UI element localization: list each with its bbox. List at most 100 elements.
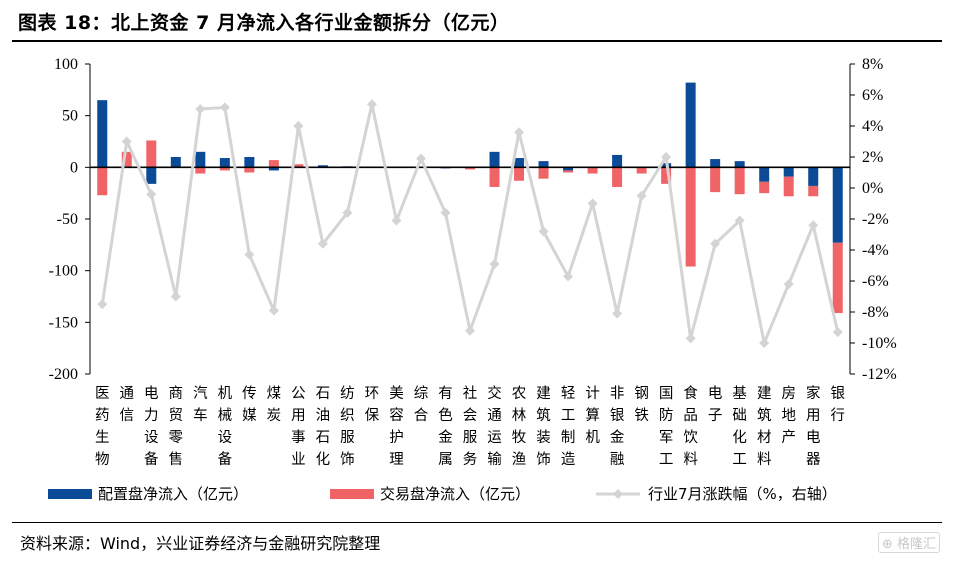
category-label: 有色金属 — [438, 385, 453, 468]
line-point-marker — [832, 327, 843, 338]
category-label: 综合 — [414, 385, 429, 424]
legend-label-config: 配置盘净流入（亿元） — [98, 485, 248, 503]
line-point-marker — [538, 226, 549, 237]
line-point-marker — [195, 103, 206, 114]
bar-config-inflow — [146, 167, 157, 184]
category-label: 石油石化 — [316, 386, 331, 468]
category-label: 非银金融 — [610, 385, 625, 468]
category-label: 美容护理 — [389, 385, 404, 468]
category-label: 轻工制造 — [561, 385, 576, 468]
category-label: 国防军工 — [659, 386, 674, 468]
right-tick-label: 2% — [862, 149, 883, 166]
category-label: 计算机 — [585, 385, 600, 446]
line-point-marker — [366, 99, 377, 110]
bar-trading-inflow — [685, 167, 696, 267]
bar-config-inflow — [734, 161, 745, 168]
line-point-marker — [391, 215, 402, 226]
bar-trading-inflow — [195, 167, 206, 174]
title-divider — [12, 40, 942, 42]
bar-config-inflow — [832, 167, 843, 243]
line-point-marker — [587, 198, 598, 209]
line-point-marker — [219, 102, 230, 113]
left-tick-label: 50 — [62, 108, 78, 125]
bar-config-inflow — [612, 154, 623, 168]
category-label: 汽车 — [193, 385, 208, 424]
bar-config-inflow — [244, 157, 255, 168]
line-point-marker — [465, 325, 475, 336]
left-tick-label: 0 — [70, 159, 78, 176]
line-point-marker — [808, 220, 819, 231]
bar-config-inflow — [783, 167, 794, 177]
line-point-marker — [563, 271, 574, 282]
bar-trading-inflow — [268, 160, 279, 168]
bar-trading-inflow — [219, 167, 230, 171]
bar-series-group — [97, 82, 843, 314]
category-label: 银行 — [830, 385, 845, 424]
line-point-marker — [317, 238, 328, 249]
bar-trading-inflow — [636, 167, 647, 174]
line-point-marker — [342, 207, 353, 218]
bar-config-inflow — [219, 158, 230, 168]
bar-trading-inflow — [244, 167, 255, 173]
right-tick-label: -8% — [862, 304, 889, 321]
category-label: 电力设备 — [144, 385, 159, 468]
right-tick-label: 0% — [862, 180, 883, 197]
category-label: 纺织服饰 — [340, 385, 355, 468]
left-tick-label: -50 — [57, 211, 78, 228]
bar-trading-inflow — [710, 167, 721, 193]
bar-config-inflow — [170, 157, 181, 168]
category-label: 钢铁 — [634, 385, 649, 424]
bar-trading-inflow — [146, 140, 157, 168]
right-tick-label: -10% — [862, 335, 897, 352]
bar-config-inflow — [97, 100, 108, 168]
bar-trading-inflow — [563, 170, 574, 173]
bar-config-inflow — [195, 151, 206, 168]
category-label: 建筑材料 — [757, 385, 772, 468]
bar-trading-inflow — [734, 167, 745, 195]
line-point-marker — [734, 215, 745, 226]
category-label: 通信 — [120, 385, 135, 424]
category-label: 传媒 — [242, 385, 257, 424]
bar-config-inflow — [514, 158, 525, 168]
bar-trading-inflow — [538, 167, 549, 179]
category-label: 交通运输 — [487, 384, 502, 468]
source-note: 资料来源：Wind，兴业证券经济与金融研究院整理 — [20, 534, 381, 553]
bar-trading-inflow — [97, 167, 108, 196]
category-label: 公用事业 — [291, 386, 306, 468]
legend-swatch-trading — [330, 489, 374, 499]
bar-config-inflow — [710, 159, 721, 168]
chart-title: 图表 18：北上资金 7 月净流入各行业金额拆分（亿元） — [18, 12, 510, 34]
footer-divider — [12, 522, 942, 523]
bar-trading-inflow — [489, 167, 500, 187]
right-tick-label: 4% — [862, 118, 883, 135]
line-point-marker — [97, 299, 108, 310]
line-point-marker — [759, 338, 770, 348]
bar-trading-inflow — [293, 164, 304, 168]
category-label: 房地产 — [781, 385, 796, 446]
bar-trading-inflow — [759, 181, 770, 194]
bar-config-inflow — [808, 167, 819, 186]
bar-trading-inflow — [832, 242, 843, 314]
line-point-marker — [293, 121, 304, 131]
category-label: 环保 — [365, 386, 380, 424]
right-tick-label: -12% — [862, 366, 897, 383]
right-tick-label: 6% — [862, 87, 883, 104]
category-label: 基础化工 — [732, 385, 747, 468]
line-point-marker — [244, 249, 255, 260]
bar-config-inflow — [317, 165, 328, 168]
line-point-marker — [661, 152, 672, 162]
line-point-marker — [121, 136, 132, 147]
line-industry-return — [100, 103, 840, 349]
legend-swatch-config — [48, 489, 92, 499]
line-point-marker — [440, 207, 451, 218]
bar-config-inflow — [489, 151, 500, 168]
bar-config-inflow — [538, 161, 549, 168]
watermark-logo: ⊕ 格隆汇 — [877, 532, 940, 553]
line-point-marker — [268, 305, 279, 316]
legend-label-trading: 交易盘净流入（亿元） — [380, 485, 530, 503]
chart-title-bar: 图表 18：北上资金 7 月净流入各行业金额拆分（亿元） — [12, 4, 942, 38]
bar-trading-inflow — [514, 167, 525, 181]
left-tick-label: -200 — [49, 366, 78, 383]
left-tick-label: -100 — [49, 263, 78, 280]
category-label: 医药生物 — [95, 386, 110, 468]
